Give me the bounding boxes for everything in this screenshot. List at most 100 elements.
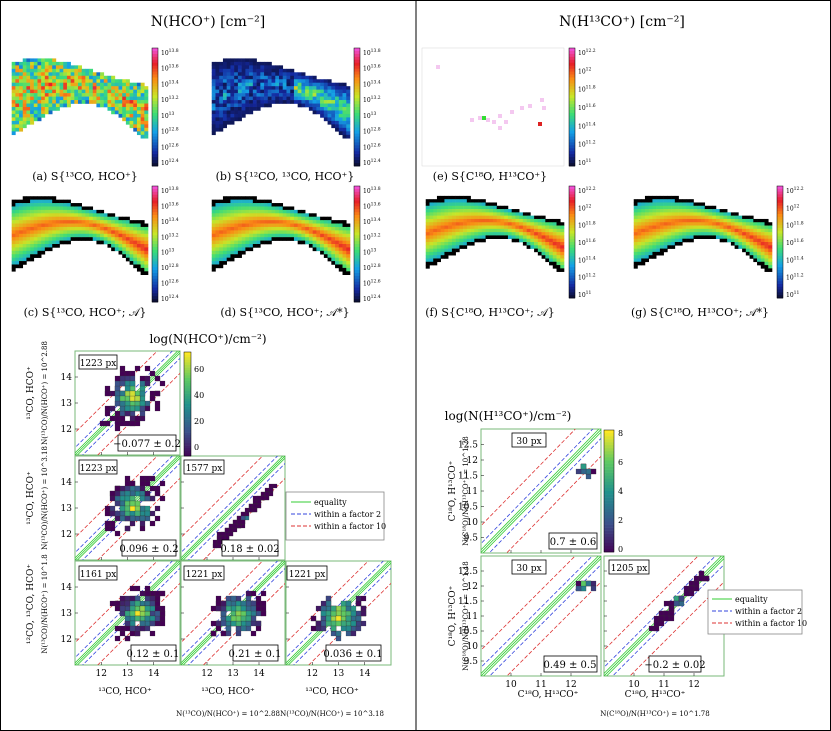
hist-cell (260, 495, 266, 501)
map-pixel (19, 203, 24, 207)
panel-value: −0.2 ± 0.02 (644, 660, 705, 671)
map-pixel (346, 96, 351, 101)
map-pixel (78, 68, 82, 73)
map-pixel (320, 107, 325, 111)
map-pixel (463, 245, 468, 249)
map-pixel (26, 100, 31, 104)
colorbar-tick: 1013 (161, 111, 175, 120)
map-pixel (327, 254, 332, 258)
ylabel: ¹³CO, HCO⁺ (26, 366, 36, 420)
map-pixel (493, 232, 498, 236)
map-pixel (455, 209, 460, 213)
colorbar-step (777, 214, 783, 218)
map-pixel (230, 68, 235, 73)
colorbar-step (354, 148, 360, 152)
map-pixel (249, 244, 254, 248)
map-pixel (541, 222, 546, 226)
map-pixel (757, 261, 762, 266)
map-pixel (338, 113, 343, 118)
hist-cell (109, 525, 116, 532)
map-pixel (19, 110, 24, 115)
map-pixel (26, 79, 31, 84)
map-pixel (305, 213, 310, 218)
map-pixel (30, 117, 35, 122)
map-pixel (136, 110, 141, 115)
colorbar-step (354, 89, 360, 93)
colorbar-tick: 1013.4 (161, 217, 179, 226)
map-pixel (252, 100, 257, 104)
hist-cell (315, 625, 322, 632)
hist-cell (119, 495, 126, 502)
map-pixel (63, 68, 68, 73)
map-pixel (478, 238, 483, 243)
map-pixel (271, 233, 276, 238)
hist-cell (119, 375, 126, 382)
map-pixel (81, 209, 86, 214)
map-pixel (267, 96, 272, 101)
map-pixel (70, 72, 75, 77)
map-pixel (85, 226, 90, 231)
map-pixel (66, 103, 71, 108)
hist-cell (149, 620, 156, 627)
map-pixel (26, 203, 31, 207)
map-pixel (52, 223, 57, 228)
map-pixel (342, 257, 347, 262)
map-pixel (22, 223, 27, 228)
map-pixel (264, 72, 269, 77)
map-pixel (712, 228, 717, 233)
colorbar-step (152, 244, 158, 248)
map-pixel (335, 250, 340, 255)
colorbar-tick: 1013.8 (363, 48, 381, 57)
map-pixel (230, 75, 235, 80)
map-pixel (226, 250, 231, 255)
map-pixel (55, 216, 60, 221)
colorbar-step (604, 466, 614, 470)
map-pixel (316, 230, 321, 235)
map-pixel (496, 222, 501, 226)
map-pixel (652, 245, 657, 249)
map-pixel (230, 216, 235, 221)
colorbar-step (152, 92, 158, 96)
map-pixel (682, 218, 687, 223)
map-pixel (496, 209, 501, 213)
hist-cell (139, 505, 146, 512)
colorbar-step (184, 391, 191, 394)
map-pixel (425, 228, 430, 233)
map-pixel (708, 228, 713, 233)
map-pixel (656, 235, 661, 240)
map-pixel (485, 212, 490, 216)
map-pixel (346, 120, 351, 125)
map-pixel (305, 82, 310, 87)
map-pixel (44, 65, 49, 70)
map-pixel (133, 127, 138, 132)
map-pixel (648, 238, 653, 243)
map-pixel (107, 82, 112, 87)
map-pixel (727, 232, 732, 236)
map-pixel (256, 61, 261, 66)
map-pixel (637, 209, 642, 213)
map-pixel (455, 218, 460, 223)
hist-cell (144, 495, 151, 502)
colorbar-step (184, 401, 191, 405)
map-pixel (249, 199, 254, 204)
map-pixel (63, 223, 68, 228)
map-pixel (52, 196, 57, 200)
map-pixel (215, 216, 220, 221)
hist-cell (124, 480, 131, 487)
hist-cell (134, 420, 141, 427)
map-pixel (26, 58, 31, 63)
map-pixel (448, 199, 453, 203)
hist-cell (129, 375, 136, 382)
map-pixel (256, 82, 261, 87)
map-pixel (267, 79, 272, 84)
map-pixel (52, 96, 57, 101)
map-pixel (463, 232, 468, 236)
hist-cell (144, 480, 151, 487)
map-pixel (15, 254, 20, 258)
map-pixel (338, 223, 343, 228)
map-pixel (252, 230, 257, 235)
map-pixel (738, 215, 743, 220)
legend-factor10: within a factor 10 (735, 619, 807, 628)
map-pixel (335, 226, 340, 231)
map-pixel (697, 225, 702, 230)
